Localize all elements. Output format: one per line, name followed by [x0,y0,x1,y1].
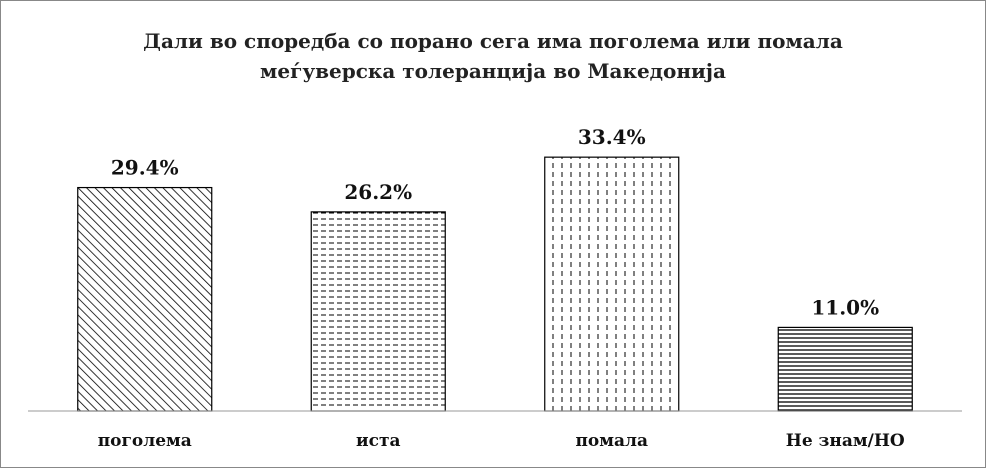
x-tick-label: помала [575,431,648,451]
bar [544,156,680,412]
value-label: 33.4% [578,125,646,149]
x-tick-label: поголема [98,431,192,451]
bar [777,326,913,412]
x-tick-label: иста [356,431,401,451]
bar [310,211,446,412]
chart-title: Дали во споредба со порано сега има пого… [143,29,843,83]
value-label: 26.2% [344,180,412,204]
value-label: 29.4% [111,156,179,180]
bar [77,186,213,412]
x-tick-label: Не знам/НО [786,431,905,451]
value-label: 11.0% [811,295,879,319]
